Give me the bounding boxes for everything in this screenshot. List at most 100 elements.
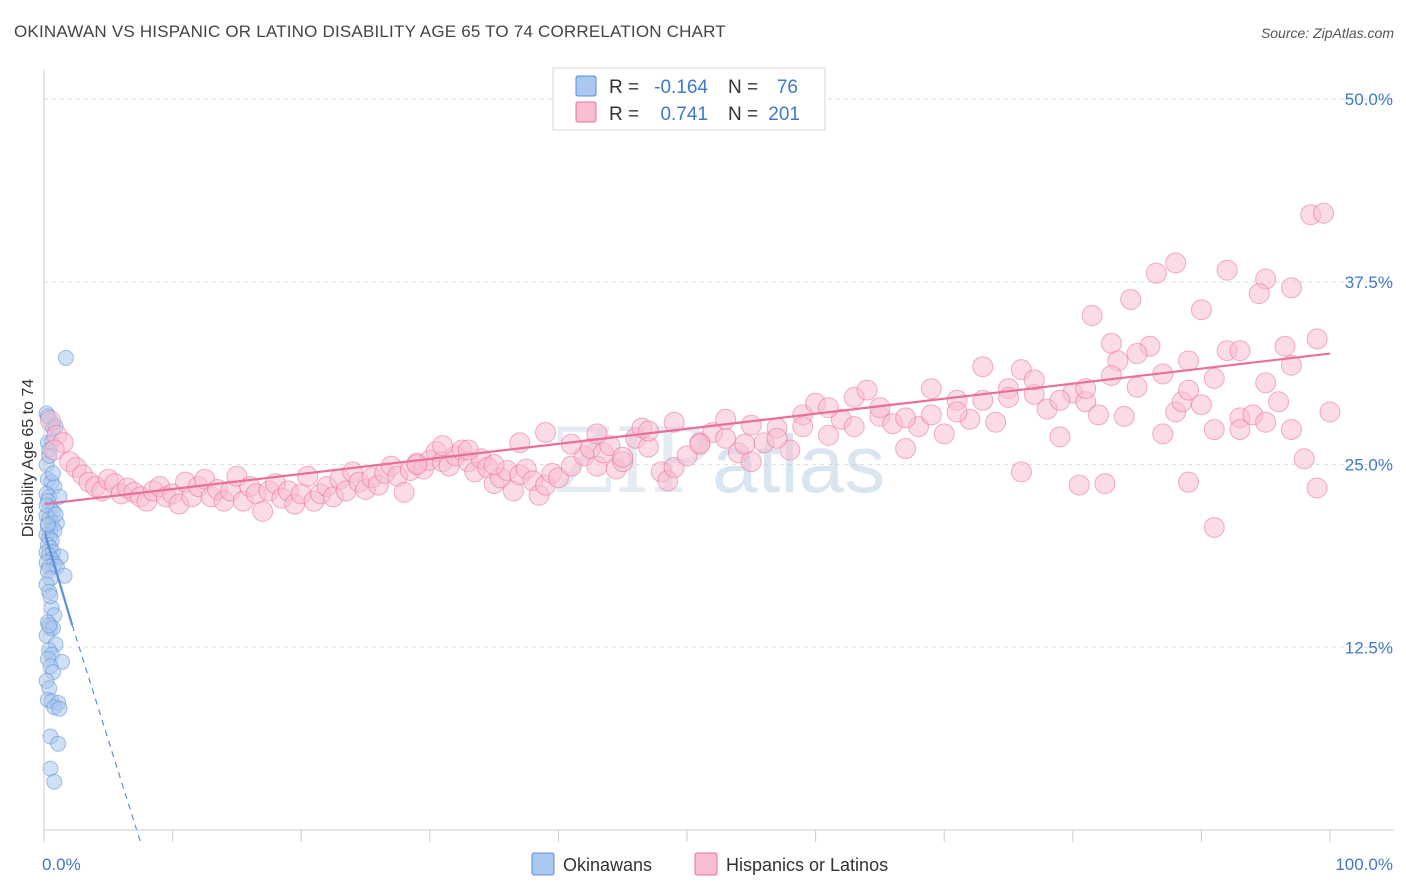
- point-s1-56: [393, 481, 415, 503]
- point-s1-192: [1280, 277, 1302, 299]
- point-s1-145: [1268, 391, 1290, 413]
- hispanics-n-label: N =: [728, 104, 758, 125]
- axes: [43, 70, 1394, 842]
- legend-hispanics-swatch: [694, 852, 718, 876]
- point-s0-66: [57, 349, 74, 366]
- point-s1-175: [1049, 389, 1071, 411]
- point-s1-138: [1178, 379, 1200, 401]
- point-s1-158: [612, 446, 634, 468]
- point-s1-132: [1113, 405, 1135, 427]
- stats-legend: R = -0.164 N = 76 R = 0.741 N = 201: [552, 67, 826, 131]
- okinawans-r-label: R =: [609, 77, 639, 98]
- point-s1-115: [920, 404, 942, 426]
- legend-hispanics-label: Hispanics or Latinos: [726, 855, 888, 875]
- point-s1-195: [1229, 419, 1251, 441]
- point-s0-61: [51, 700, 68, 717]
- point-s1-183: [1255, 372, 1277, 394]
- point-s1-107: [817, 424, 839, 446]
- series-1-points: [39, 202, 1341, 538]
- point-s1-177: [1100, 364, 1122, 386]
- point-s1-202: [1274, 335, 1296, 357]
- point-s1-144: [1255, 411, 1277, 433]
- point-s1-155: [535, 421, 557, 443]
- point-s1-161: [689, 433, 711, 455]
- point-s1-171: [946, 401, 968, 423]
- point-s1-146: [1280, 419, 1302, 441]
- point-s1-167: [843, 416, 865, 438]
- point-s1-113: [895, 438, 917, 460]
- point-s1-159: [637, 420, 659, 442]
- legend-okinawans-label: Okinawans: [563, 855, 652, 875]
- point-s1-160: [663, 411, 685, 433]
- y-tick-label-1: 25.0%: [1345, 456, 1393, 475]
- point-s0-73: [39, 516, 56, 533]
- okinawans-n-value: 76: [777, 77, 798, 98]
- point-s1-101: [740, 451, 762, 473]
- trend-line-s0: [42, 530, 74, 626]
- data-points: [38, 202, 1341, 790]
- point-s1-169: [895, 407, 917, 429]
- point-s0-64: [42, 760, 59, 777]
- point-s1-150: [406, 454, 428, 476]
- x-tick-labels: 0.0% 100.0%: [42, 855, 1393, 874]
- point-s1-151: [432, 435, 454, 457]
- point-s1-166: [817, 397, 839, 419]
- point-s1-190: [1216, 259, 1238, 281]
- okinawans-r-value: -0.164: [654, 77, 708, 98]
- point-s1-152: [457, 439, 479, 461]
- point-s1-100: [734, 433, 756, 455]
- point-s1-130: [1100, 332, 1122, 354]
- point-s1-201: [1248, 283, 1270, 305]
- point-s1-119: [972, 356, 994, 378]
- grid-lines: [44, 98, 1394, 648]
- point-s1-120: [985, 411, 1007, 433]
- point-s1-184: [1280, 354, 1302, 376]
- y-tick-labels: 12.5% 25.0% 37.5% 50.0%: [1345, 90, 1393, 657]
- y-tick-label-2: 37.5%: [1345, 273, 1393, 292]
- x-tick-label-0: 0.0%: [42, 855, 81, 874]
- point-s0-63: [50, 735, 67, 752]
- point-s1-197: [1010, 461, 1032, 483]
- trend-extension-s0: [71, 625, 142, 843]
- point-s1-149: [1319, 401, 1341, 423]
- point-s0-75: [41, 617, 58, 634]
- point-s1-153: [483, 454, 505, 476]
- point-s1-34: [252, 500, 274, 522]
- point-s1-165: [792, 416, 814, 438]
- point-s1-199: [1094, 473, 1116, 495]
- chart-title: OKINAWAN VS HISPANIC OR LATINO DISABILIT…: [14, 22, 726, 41]
- point-s1-196: [1203, 516, 1225, 538]
- point-s1-164: [766, 427, 788, 449]
- point-s0-65: [46, 773, 63, 790]
- point-s1-170: [920, 378, 942, 400]
- source-label: Source: ZipAtlas.com: [1260, 25, 1394, 41]
- point-s1-135: [1152, 423, 1174, 445]
- point-s1-41: [297, 465, 319, 487]
- y-axis-label: Disability Age 65 to 74: [20, 379, 37, 537]
- hispanics-n-value: 201: [768, 104, 800, 125]
- point-s1-128: [1081, 305, 1103, 327]
- point-s1-174: [1023, 369, 1045, 391]
- hispanics-swatch: [575, 101, 597, 123]
- point-s1-181: [1203, 367, 1225, 389]
- legend-okinawans-swatch: [531, 852, 555, 876]
- point-s1-110: [856, 379, 878, 401]
- point-s1-163: [740, 414, 762, 436]
- y-tick-label-3: 50.0%: [1345, 90, 1393, 109]
- point-s1-148: [1306, 477, 1328, 499]
- okinawans-swatch: [575, 75, 597, 97]
- trend-line-s1: [43, 352, 1331, 506]
- point-s1-187: [1145, 262, 1167, 284]
- point-s1-133: [1126, 376, 1148, 398]
- point-s1-189: [1190, 299, 1212, 321]
- point-s1-139: [1190, 394, 1212, 416]
- x-tick-label-1: 100.0%: [1335, 855, 1393, 874]
- point-s1-116: [933, 423, 955, 445]
- point-s1-198: [1068, 474, 1090, 496]
- hispanics-r-value: 0.741: [660, 104, 708, 125]
- point-s1-180: [1178, 350, 1200, 372]
- point-s1-188: [1165, 252, 1187, 274]
- series-legend: Okinawans Hispanics or Latinos: [531, 852, 888, 876]
- point-s0-74: [42, 588, 59, 605]
- y-tick-label-0: 12.5%: [1345, 638, 1393, 657]
